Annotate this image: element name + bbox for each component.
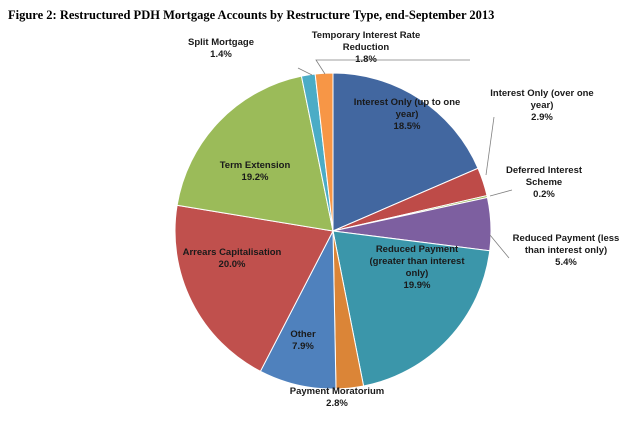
pie-slice [176,75,334,232]
slice-name-label: Reduced Payment [376,244,459,255]
slice-name-label: Term Extension [220,160,291,171]
slice-name-label: (greater than interest [369,256,465,267]
slice-name-label: Deferred Interest [506,165,583,176]
leader-line [485,116,495,176]
slice-value-label: 1.8% [355,54,377,65]
leader-line [315,59,470,75]
slice-value-label: 1.4% [210,49,232,60]
slice-name-label: Temporary Interest Rate [312,30,421,41]
slice-name-label: year) [396,109,419,120]
slice-name-label: Reduction [343,42,390,53]
slice-name-label: Split Mortgage [188,37,254,48]
slice-name-label: Interest Only (over one [490,88,593,99]
pie-slice [332,230,491,387]
slice-value-label: 2.9% [531,112,553,123]
slice-name-label: Scheme [526,177,562,188]
slice-value-label: 20.0% [219,259,246,270]
chart-title: Figure 2: Restructured PDH Mortgage Acco… [8,8,495,22]
slice-name-label: Arrears Capitalisation [183,247,282,258]
slice-name-label: Other [290,329,316,340]
pie-slice [174,204,334,373]
slice-value-label: 19.9% [404,280,431,291]
leader-line [489,189,513,197]
slice-value-label: 0.2% [533,189,555,200]
slice-name-label: Interest Only (up to one [354,97,461,108]
slice-value-label: 7.9% [292,341,314,352]
slice-value-label: 2.8% [326,398,348,409]
slice-name-label: Payment Moratorium [290,386,385,397]
leader-line [297,67,313,76]
leader-line [489,234,510,259]
slice-name-label: year) [531,100,554,111]
slice-value-label: 5.4% [555,257,577,268]
slice-value-label: 18.5% [394,121,421,132]
slice-name-label: than interest only) [525,245,607,256]
slice-name-label: Reduced Payment (less [513,233,620,244]
slice-value-label: 19.2% [242,172,269,183]
pie-slice [332,72,479,232]
slice-name-label: only) [406,268,429,279]
